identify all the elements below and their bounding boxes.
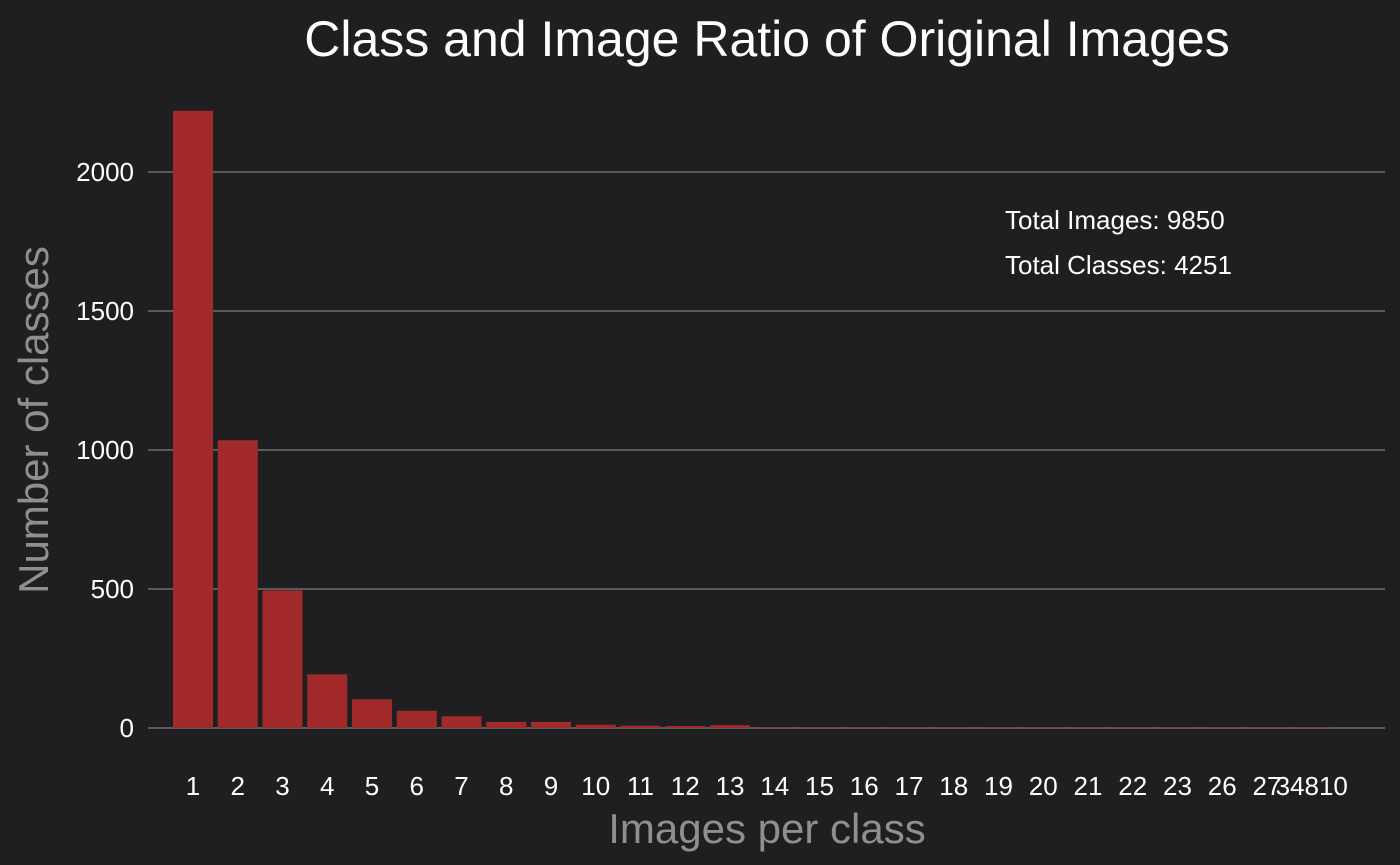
bar-23 [1157, 727, 1198, 728]
x-tick-label: 18 [939, 771, 968, 801]
bar-11 [620, 725, 661, 728]
bar-12 [665, 726, 706, 728]
bar-27 [1247, 727, 1287, 728]
x-tick-label: 17 [895, 771, 924, 801]
x-tick-label: 20 [1029, 771, 1058, 801]
x-axis-title: Images per class [608, 805, 925, 852]
x-tick-label: 22 [1118, 771, 1147, 801]
y-tick-label: 500 [91, 574, 134, 604]
x-tick-label: 10 [581, 771, 610, 801]
x-tick-label: 14 [760, 771, 789, 801]
bar-10 [575, 724, 616, 728]
x-tick-label: 19 [984, 771, 1013, 801]
bar-9 [531, 721, 571, 728]
x-tick-label: 2 [231, 771, 245, 801]
x-tick-label: 21 [1074, 771, 1103, 801]
bar-21 [1068, 727, 1108, 728]
bar-8 [486, 721, 527, 728]
y-axis-title: Number of classes [10, 246, 57, 594]
x-tick-label: 11 [627, 771, 654, 801]
x-tick-label: 12 [671, 771, 700, 801]
x-tick-labels: 1 2 3 4 5 6 7 8 9 10 11 12 13 14 15 16 17 18 19 20 21 22 23 26 2… [186, 771, 1348, 801]
bar-17 [889, 727, 929, 728]
x-tick-label: 4 [320, 771, 334, 801]
bar-18 [933, 727, 974, 728]
y-tick-labels: 0 500 1000 1500 2000 [76, 157, 134, 743]
y-tick-label: 1000 [76, 435, 134, 465]
x-tick-label: 7 [454, 771, 468, 801]
bar-16 [844, 727, 885, 728]
y-tick-label: 2000 [76, 157, 134, 187]
bar-34810 [1291, 727, 1332, 728]
bar-6 [396, 710, 437, 728]
bar-1 [173, 110, 213, 729]
x-tick-label: 23 [1163, 771, 1192, 801]
x-tick-label: 3 [275, 771, 289, 801]
x-tick-label: 26 [1208, 771, 1237, 801]
bars [173, 110, 1332, 729]
bar-7 [441, 716, 482, 728]
total-images-annotation: Total Images: 9850 [1005, 205, 1225, 235]
x-tick-label: 9 [544, 771, 558, 801]
total-classes-annotation: Total Classes: 4251 [1005, 250, 1232, 280]
x-tick-label: 34810 [1276, 771, 1348, 801]
y-tick-label: 1500 [76, 296, 134, 326]
bar-5 [352, 699, 392, 728]
x-tick-label: 16 [850, 771, 879, 801]
x-tick-label: 6 [410, 771, 424, 801]
x-tick-label: 27 [1253, 771, 1282, 801]
bar-14 [754, 727, 795, 728]
bar-19 [978, 727, 1019, 728]
x-tick-label: 5 [365, 771, 379, 801]
x-tick-label: 1 [186, 771, 200, 801]
bar-15 [799, 727, 840, 728]
bar-2 [217, 440, 258, 728]
bar-20 [1023, 727, 1064, 728]
chart-title: Class and Image Ratio of Original Images [304, 11, 1229, 67]
bar-3 [262, 590, 303, 728]
bar-22 [1112, 727, 1153, 728]
x-tick-label: 8 [499, 771, 513, 801]
bar-26 [1202, 727, 1243, 728]
bar-4 [307, 674, 348, 728]
y-tick-label: 0 [120, 713, 134, 743]
x-tick-label: 15 [805, 771, 834, 801]
bar-13 [710, 725, 750, 728]
x-tick-label: 13 [716, 771, 745, 801]
